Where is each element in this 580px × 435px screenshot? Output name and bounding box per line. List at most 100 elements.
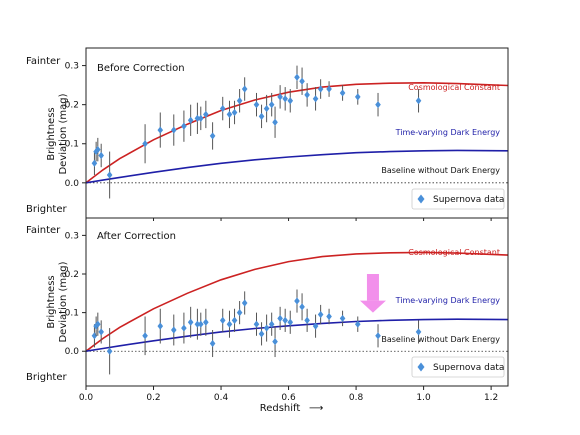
bottom-data-point: [142, 332, 148, 340]
bottom-panel-title: After Correction: [97, 231, 176, 242]
bottom-data-point: [415, 328, 422, 336]
top-legend-box: [411, 188, 505, 210]
x-tick-label: 1.2: [484, 393, 498, 403]
bottom-y-tick-label: 0.2: [65, 270, 79, 280]
bottom-data-point: [354, 320, 361, 328]
bottom-legend-box: [411, 356, 505, 378]
top-data-point: [317, 85, 324, 93]
bottom-data-point: [287, 318, 294, 326]
top-y-tick-label: 0.1: [65, 140, 79, 150]
top-data-point: [263, 104, 270, 113]
top-data-point: [170, 126, 177, 134]
bottom-data-point: [339, 314, 346, 323]
top-cosmological-label: Cosmological Constant: [408, 83, 500, 92]
top-data-point: [304, 91, 310, 99]
top-panel: Fainter Brighter Before Correction Brigh…: [26, 56, 504, 215]
correction-arrow-shaft: [366, 274, 379, 301]
x-axis-label: Redshift: [260, 403, 301, 414]
bottom-data-point: [231, 316, 238, 324]
bottom-data-point: [194, 320, 201, 328]
bottom-y-tick-label: 0.3: [65, 231, 79, 241]
top-fainter-label: Fainter: [26, 56, 61, 67]
bottom-dark-energy-label: Time-varying Dark Energy: [395, 296, 501, 305]
top-data-point: [339, 89, 346, 97]
bottom-ylabel-line1: Brightness: [46, 275, 57, 328]
bottom-data-point: [241, 299, 248, 307]
top-data-point: [187, 116, 194, 124]
top-legend-marker: [417, 194, 425, 204]
top-brighter-label: Brighter: [26, 204, 68, 215]
bottom-data-point: [272, 337, 278, 346]
top-data-point: [415, 97, 422, 105]
x-tick-label: 0.6: [281, 393, 296, 403]
chart-dynamic-layer: 0.0 0.1 0.2 0.3 0.0 0.1 0.2 0.3 0.0 0.2 0.4 0.6 0.8 1…: [65, 47, 509, 403]
bottom-data-point: [326, 312, 332, 321]
top-y-tick-label: 0.3: [65, 62, 79, 72]
bottom-legend-marker: [417, 362, 425, 372]
bottom-y-tick-label: 0.1: [65, 309, 79, 319]
bottom-data-point: [317, 310, 324, 319]
bottom-y-tick-label: 0.0: [65, 347, 80, 357]
bottom-data-point: [209, 339, 216, 348]
top-data-point: [282, 95, 288, 103]
bottom-ylabel-line2: Deviation (mag): [58, 261, 69, 342]
bottom-data-point: [312, 322, 319, 330]
top-data-point: [268, 101, 275, 109]
top-y-tick-label: 0.0: [65, 179, 80, 189]
bottom-legend-label: Supernova data: [433, 363, 504, 373]
top-data-point: [209, 132, 216, 140]
bottom-data-point: [197, 320, 204, 328]
x-tick-label: 0.8: [349, 393, 364, 403]
top-data-point: [294, 73, 300, 81]
top-baseline-label: Baseline without Dark Energy: [381, 166, 500, 175]
top-data-point: [157, 126, 164, 134]
top-data-point: [203, 110, 209, 119]
bottom-data-point: [253, 320, 260, 328]
x-tick-label: 0.4: [214, 393, 229, 403]
top-data-point: [98, 151, 104, 160]
top-data-point: [226, 110, 233, 119]
top-data-point: [142, 140, 148, 148]
top-dark-energy-curve: [85, 149, 509, 184]
bottom-data-point: [181, 324, 187, 332]
bottom-data-point: [95, 320, 101, 328]
bottom-baseline-label: Baseline without Dark Energy: [381, 335, 500, 344]
x-tick-label: 0.0: [79, 393, 94, 403]
top-data-point: [241, 85, 248, 93]
top-data-point: [91, 159, 98, 167]
bottom-data-point: [258, 330, 265, 338]
top-data-point: [312, 95, 319, 103]
top-data-point: [272, 118, 278, 126]
top-panel-title: Before Correction: [97, 63, 185, 74]
bottom-brighter-label: Brighter: [26, 372, 68, 383]
top-data-point: [354, 93, 361, 101]
bottom-panel: Fainter Brighter After Correction Bright…: [26, 225, 504, 383]
top-data-point: [95, 146, 101, 154]
bottom-data-point: [277, 314, 283, 323]
bottom-data-point: [294, 297, 300, 305]
top-data-point: [277, 93, 283, 101]
top-data-point: [197, 114, 204, 122]
top-y-tick-label: 0.2: [65, 101, 79, 111]
top-data-point: [219, 104, 226, 113]
bottom-fainter-label: Fainter: [26, 225, 61, 236]
top-data-point: [194, 114, 201, 122]
bottom-axes-frame: [85, 217, 509, 387]
bottom-data-point: [263, 324, 270, 332]
x-tick-label: 0.2: [146, 393, 160, 403]
x-axis-arrow: ⟶: [309, 403, 323, 414]
top-ylabel-line1: Brightness: [46, 107, 57, 160]
bottom-data-point: [106, 347, 113, 355]
top-legend-label: Supernova data: [433, 195, 504, 205]
correction-arrow-head: [359, 300, 386, 313]
top-ylabel-line2: Deviation (mag): [58, 93, 69, 174]
top-data-point: [375, 101, 381, 109]
top-data-point: [181, 122, 187, 130]
bottom-data-point: [268, 320, 275, 328]
bottom-data-point: [203, 318, 209, 326]
bottom-data-point: [157, 322, 164, 330]
bottom-cosmological-curve: [85, 251, 509, 352]
bottom-data-point: [170, 326, 177, 334]
top-dark-energy-label: Time-varying Dark Energy: [395, 128, 501, 137]
